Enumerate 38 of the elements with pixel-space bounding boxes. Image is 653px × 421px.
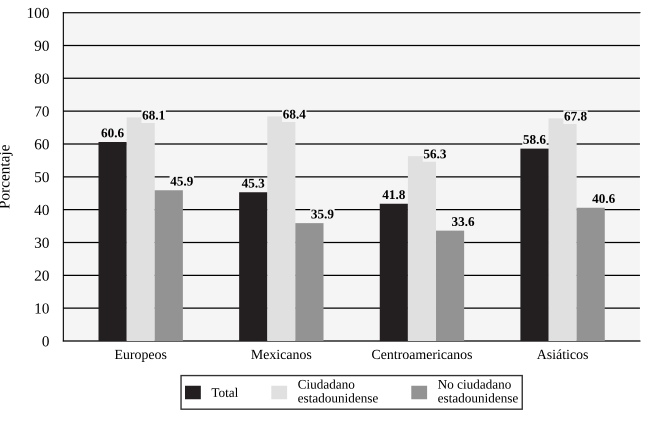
y-tick-label: 20: [34, 270, 49, 281]
bar: [154, 190, 183, 342]
bar: [436, 230, 464, 342]
legend-label: Ciudadano estadounidense: [298, 379, 378, 403]
data-label: 45.9: [170, 176, 193, 186]
y-tick-label: 0: [42, 336, 49, 346]
bar: [576, 208, 605, 342]
legend-label: No ciudadano estadounidense: [438, 379, 518, 403]
bar: [98, 142, 127, 342]
bar: [520, 148, 549, 342]
data-label: 56.3: [424, 150, 446, 158]
legend-label: Total: [212, 388, 238, 398]
bar: [295, 223, 324, 342]
bar: [380, 204, 408, 342]
data-label: 67.8: [564, 112, 587, 121]
y-tick-label: 30: [34, 238, 49, 248]
x-tick-label: Centroamericanos: [372, 350, 472, 360]
data-label: 60.6: [101, 128, 124, 138]
y-tick-label: 10: [36, 303, 49, 314]
y-tick-label: 80: [34, 73, 49, 84]
data-label: 68.4: [283, 110, 306, 119]
data-label: 35.9: [311, 210, 334, 219]
data-label: 45.3: [242, 178, 264, 188]
y-tick-label: 70: [35, 106, 49, 117]
bar: [239, 192, 268, 342]
data-label: 68.1: [142, 110, 165, 120]
x-tick-label: Asiáticos: [536, 349, 588, 360]
y-tick-label: 50: [35, 172, 49, 182]
y-tick-label: 60: [34, 139, 49, 150]
data-label: 41.8: [382, 190, 405, 200]
x-tick-label: Europeos: [114, 350, 166, 362]
y-tick-label: 40: [34, 204, 49, 216]
data-label: 40.6: [592, 194, 615, 204]
y-tick-label: 100: [28, 8, 49, 18]
data-label: 33.6: [452, 217, 474, 226]
y-tick-label: 90: [34, 40, 49, 51]
x-tick-label: Mexicanos: [251, 350, 312, 360]
data-label: 58.6: [523, 135, 546, 144]
